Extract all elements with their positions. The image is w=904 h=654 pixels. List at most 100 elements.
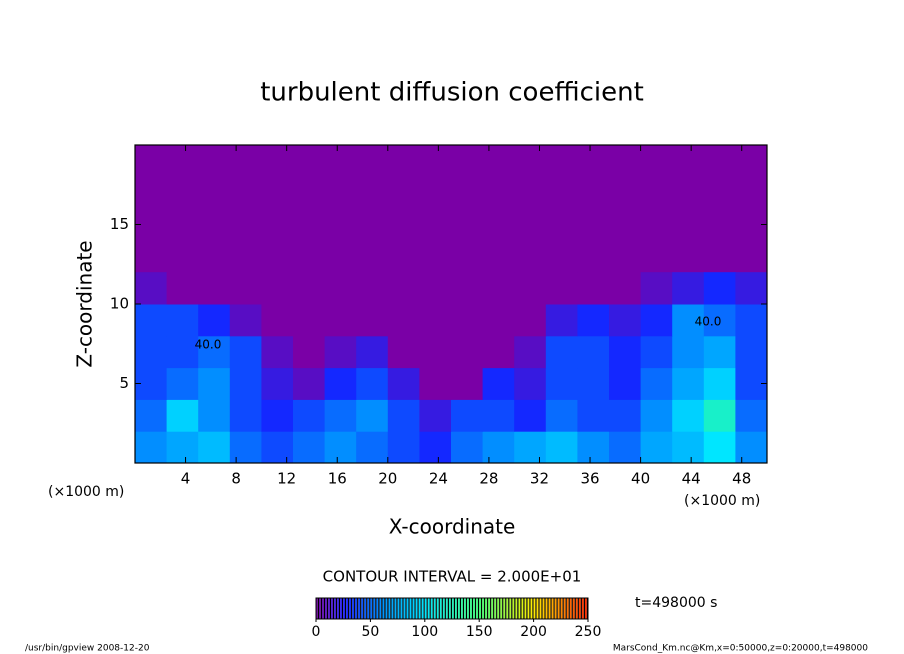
colorbar-gap	[484, 598, 486, 619]
colorbar-segment	[524, 598, 527, 619]
heatmap-cell	[135, 335, 168, 369]
colorbar-gap	[574, 598, 576, 619]
heatmap-cell	[356, 335, 389, 369]
colorbar-segment	[473, 598, 475, 619]
chart-title: turbulent diffusion coefficient	[260, 78, 644, 108]
x-tick-label: 4	[181, 470, 191, 488]
colorbar-gap	[345, 598, 347, 619]
colorbar-gap	[423, 598, 425, 619]
heatmap-cell	[419, 272, 452, 305]
colorbar-gap	[414, 598, 416, 619]
heatmap-cell	[640, 272, 673, 305]
colorbar-segment	[436, 598, 439, 619]
colorbar-gap	[399, 598, 401, 619]
colorbar-tick-label: 50	[361, 624, 379, 640]
heatmap-cell	[198, 272, 231, 305]
heatmap-cell	[640, 304, 673, 337]
heatmap-cell	[229, 431, 262, 464]
colorbar-segment	[385, 598, 388, 619]
heatmap-cell	[672, 367, 705, 400]
time-label: t=498000 s	[635, 595, 717, 611]
colorbar-segment	[334, 598, 336, 619]
heatmap-cell	[514, 304, 547, 337]
heatmap-cell	[609, 335, 642, 369]
colorbar-gap	[511, 598, 513, 619]
colorbar-segment	[527, 598, 530, 619]
x-tick-label: 16	[328, 470, 347, 488]
colorbar-gap	[535, 598, 537, 619]
heatmap-cell	[545, 335, 578, 369]
colorbar-gap	[341, 598, 344, 619]
colorbar-segment	[548, 598, 551, 619]
colorbar-segment	[337, 598, 339, 619]
heatmap-cell	[293, 272, 326, 305]
heatmap-cell	[387, 335, 420, 369]
colorbar-gap	[450, 598, 452, 619]
heatmap-cell	[229, 304, 262, 337]
colorbar-gap	[471, 598, 474, 619]
colorbar-gap	[502, 598, 504, 619]
colorbar-segment	[376, 598, 379, 619]
heatmap-cell	[735, 304, 768, 337]
x-tick-label: 32	[530, 470, 549, 488]
colorbar-segment	[349, 598, 352, 619]
heatmap-cell	[514, 272, 547, 305]
heatmap-cell	[166, 304, 199, 337]
colorbar-segment	[421, 598, 424, 619]
x-tick-label: 48	[732, 470, 751, 488]
colorbar-gap	[499, 598, 501, 619]
colorbar-gap	[375, 598, 377, 619]
colorbar-gap	[544, 598, 546, 619]
heatmap-cell	[672, 304, 705, 337]
colorbar-segment	[461, 598, 463, 619]
contour-label: 40.0	[195, 338, 222, 352]
heatmap-cell	[672, 335, 705, 369]
x-tick-label: 28	[479, 470, 498, 488]
heatmap-cell	[672, 272, 705, 305]
colorbar-gap	[317, 598, 320, 619]
heatmap-cell	[198, 431, 231, 464]
x-tick-label: 12	[277, 470, 296, 488]
colorbar-segment	[536, 598, 539, 619]
colorbar-segment	[572, 598, 575, 619]
heatmap-cell	[135, 431, 168, 464]
colorbar-segment	[340, 598, 342, 619]
heatmap-cell	[324, 431, 357, 464]
colorbar-gap	[562, 598, 564, 619]
colorbar-segment	[479, 598, 482, 619]
colorbar-segment	[455, 598, 457, 619]
colorbar-gap	[378, 598, 380, 619]
heatmap-cell	[451, 272, 484, 305]
heatmap-cell	[198, 304, 231, 337]
colorbar-gap	[523, 598, 525, 619]
colorbar-gap	[541, 598, 543, 619]
colorbar-segment	[569, 598, 572, 619]
colorbar-segment	[403, 598, 406, 619]
colorbar-gap	[447, 598, 449, 619]
colorbar-segment	[512, 598, 515, 619]
colorbar-segment	[533, 598, 536, 619]
colorbar-gap	[462, 598, 465, 619]
heatmap-cell	[198, 367, 231, 400]
colorbar-segment	[506, 598, 509, 619]
colorbar-gap	[441, 598, 443, 619]
heatmap-cell	[577, 399, 610, 432]
heatmap-cell	[703, 367, 736, 400]
colorbar-gap	[496, 598, 498, 619]
colorbar-gap	[565, 598, 567, 619]
heatmap-cell	[198, 335, 231, 369]
heatmap-cell	[482, 431, 515, 464]
heatmap-cell	[672, 431, 705, 464]
heatmap-cell	[135, 272, 168, 305]
heatmap-cell	[229, 399, 262, 432]
colorbar-segment	[370, 598, 373, 619]
colorbar-gap	[490, 598, 492, 619]
colorbar-segment	[373, 598, 376, 619]
colorbar-gap	[487, 598, 489, 619]
heatmap-cell	[261, 335, 294, 369]
heatmap-cell	[577, 304, 610, 337]
heatmap-cell	[451, 431, 484, 464]
heatmap-cell	[577, 431, 610, 464]
heatmap-cell	[166, 367, 199, 400]
